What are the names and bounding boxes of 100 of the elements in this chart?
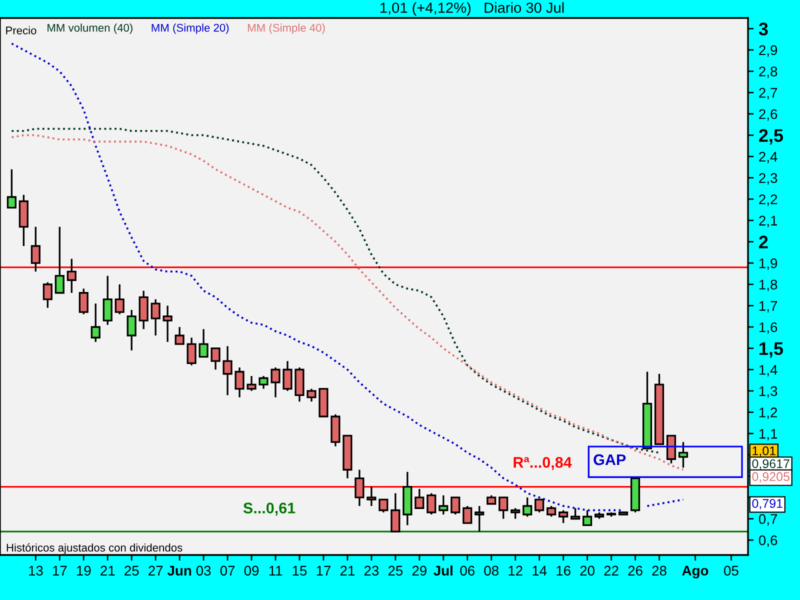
text: MM (Simple 20) <box>152 24 229 34</box>
x-tick-label: Jun <box>167 566 192 576</box>
y-tick-label: 0,7 <box>758 514 778 526</box>
y-tick-label: 1,6 <box>759 322 778 334</box>
x-tick-label: 27 <box>148 566 163 576</box>
y-tick-label: 2 <box>759 236 768 248</box>
candlestick <box>558 509 568 524</box>
text: 0,9617 <box>752 459 790 470</box>
candlestick <box>30 226 40 272</box>
candlestick <box>198 328 208 358</box>
y-tick-label: 2,8 <box>759 66 778 78</box>
x-tick-label: Ago <box>682 566 708 578</box>
candlestick <box>66 258 76 294</box>
x-tick-label: 15 <box>292 566 307 576</box>
candlestick <box>246 375 256 392</box>
candlestick <box>138 290 148 330</box>
x-tick-label: 19 <box>76 566 91 576</box>
x-tick-label: 21 <box>100 566 115 576</box>
x-tick-label: 28 <box>652 566 666 576</box>
text: MM (Simple 40) <box>248 24 325 34</box>
candlestick <box>354 468 364 507</box>
candlestick <box>462 505 472 524</box>
candlestick <box>390 492 400 532</box>
candlestick <box>258 375 268 390</box>
x-tick-label: 26 <box>628 566 642 576</box>
text: 0,791 <box>752 499 782 510</box>
x-tick-label: 21 <box>340 566 355 576</box>
candlestick <box>438 494 448 516</box>
y-tick-label: 2,6 <box>759 109 778 121</box>
candlestick <box>450 496 460 516</box>
candlestick <box>510 507 520 520</box>
candlestick <box>234 366 244 398</box>
candlestick <box>666 434 676 464</box>
candlestick <box>498 496 508 520</box>
x-tick-label: 09 <box>244 566 259 576</box>
x-tick-label: 05 <box>724 566 738 576</box>
y-tick-label: 2,3 <box>759 173 778 185</box>
y-tick-label: 2,5 <box>759 129 784 145</box>
x-tick-label: 17 <box>52 566 67 576</box>
candlestick <box>78 288 88 316</box>
x-tick-label: 17 <box>316 566 331 576</box>
annotation: S...0,61 <box>243 502 296 516</box>
y-tick-label: 2,2 <box>759 194 778 206</box>
candlestick <box>366 486 376 507</box>
x-tick-label: 03 <box>196 566 211 576</box>
annotation: Precio <box>6 26 36 34</box>
y-tick-label: 1,3 <box>759 386 778 398</box>
candlestick <box>102 275 112 326</box>
annotation: GAP <box>594 454 626 466</box>
x-tick-label: 22 <box>604 566 618 576</box>
y-tick-label: 3 <box>758 22 768 36</box>
y-tick-label: 1,8 <box>759 280 778 292</box>
y-tick-label: 1,9 <box>759 258 778 270</box>
candlestick <box>42 281 52 309</box>
x-tick-label: 29 <box>412 566 426 576</box>
x-tick-label: 14 <box>532 566 547 576</box>
x-tick-label: 13 <box>29 566 43 576</box>
candlestick <box>282 360 292 392</box>
y-tick-label: 2,9 <box>759 45 778 57</box>
x-tick-label: 06 <box>460 566 474 576</box>
candlestick <box>546 505 556 518</box>
candlestick <box>534 498 544 514</box>
candlestick <box>582 509 592 526</box>
x-tick-label: 16 <box>556 566 570 576</box>
candlestick <box>414 488 424 509</box>
candlestick <box>222 345 232 396</box>
y-tick-label: 2,7 <box>759 88 778 100</box>
candlestick <box>54 226 64 294</box>
chart-title: 1,01 (+4,12%) Diario 30 Jul <box>380 2 564 16</box>
y-tick-label: 2,1 <box>759 216 778 228</box>
candlestick <box>426 492 436 516</box>
candlestick <box>378 498 388 514</box>
candlestick <box>186 336 196 366</box>
candlestick <box>210 347 220 370</box>
x-tick-label: 08 <box>484 566 498 576</box>
candlestick <box>270 366 280 398</box>
candlestick <box>114 284 124 316</box>
y-tick-label: 0,6 <box>758 535 778 547</box>
y-tick-label: 1,2 <box>759 408 778 420</box>
annotation: Rª...0,84 <box>514 456 572 470</box>
x-tick-label: 23 <box>364 566 379 576</box>
x-tick-label: 11 <box>269 566 282 576</box>
y-tick-label: 1,7 <box>759 301 778 312</box>
candlestick <box>678 441 688 468</box>
text: MM volumen (40) <box>48 24 132 34</box>
x-tick-label: 20 <box>580 566 594 576</box>
candlestick <box>90 302 100 343</box>
y-tick-label: 1,1 <box>759 429 778 440</box>
y-tick-label: 2,4 <box>759 152 778 164</box>
x-tick-label: 25 <box>388 566 403 576</box>
y-tick-label: 1,5 <box>760 342 784 358</box>
x-tick-label: 12 <box>508 566 522 576</box>
x-tick-label: 07 <box>220 566 235 576</box>
text: 1,01 <box>752 446 776 457</box>
candlestick <box>162 304 172 343</box>
x-tick-label: Jul <box>434 565 452 576</box>
candlestick <box>126 309 136 352</box>
candlestick <box>174 326 184 345</box>
annotation: Históricos ajustados con dividendos <box>6 543 182 554</box>
text: 0,9205 <box>752 472 790 483</box>
